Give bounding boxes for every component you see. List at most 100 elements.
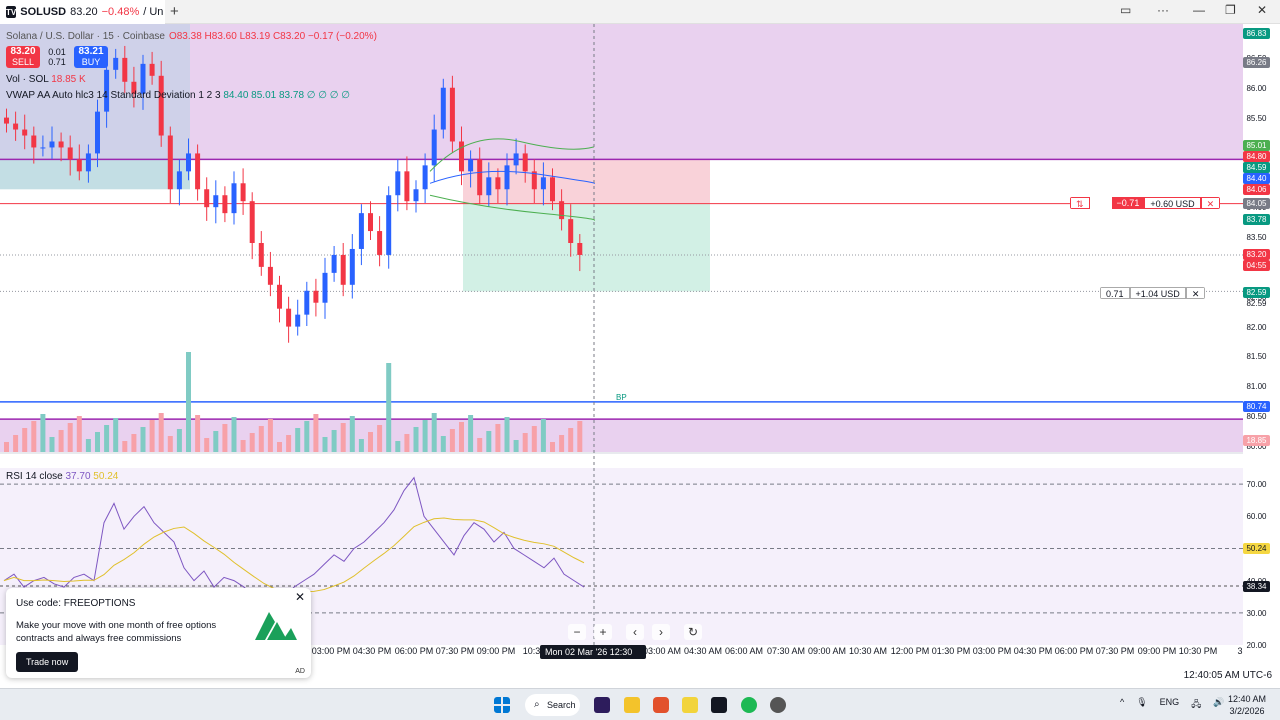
candle-body	[468, 159, 474, 172]
reverse-position-icon[interactable]: ⇅	[1070, 197, 1090, 209]
sell-price: 83.20	[10, 46, 36, 57]
zoom-in-icon[interactable]: +	[594, 624, 612, 640]
position-target-box	[463, 203, 710, 292]
volume-bar	[213, 431, 219, 452]
candle-body	[231, 183, 237, 214]
taskbar-search[interactable]: ⌕ Search	[525, 694, 580, 716]
price-tag: 18.85 K	[1243, 435, 1270, 456]
volume-bar	[131, 434, 137, 452]
price-tick-label: 81.00	[1246, 382, 1267, 392]
cursor-time-label: Mon 02 Mar '26 12:30 AM	[540, 645, 646, 671]
volume-bar	[550, 442, 555, 452]
file-explorer-icon[interactable]	[624, 697, 640, 713]
rsi-tick-label: 60.00	[1246, 512, 1267, 522]
short-qty: −0.71	[1111, 197, 1145, 209]
timezone-label[interactable]: 12:40:05 AM UTC-6	[1183, 670, 1272, 681]
time-tick-label: 03:00 AM	[642, 646, 682, 656]
zoom-out-icon[interactable]: −	[568, 624, 586, 640]
candle-body	[495, 177, 501, 190]
sell-button[interactable]: 83.20 SELL	[6, 46, 40, 68]
chart-pane[interactable]: BP	[0, 24, 1280, 664]
trade-now-button[interactable]: Trade now	[16, 652, 79, 672]
tab-rest: / Un	[143, 6, 164, 18]
vwap-legend[interactable]: VWAP AA Auto hlc3 14 Standard Deviation …	[6, 90, 350, 101]
reset-chart-icon[interactable]: ↻	[684, 624, 702, 640]
taskbar-clock[interactable]: 12:40 AM 3/2/2026	[1228, 693, 1266, 717]
price-tag: 84.59	[1243, 162, 1270, 173]
rsi-legend[interactable]: RSI 14 close 37.70 50.24	[6, 471, 118, 482]
candle-body	[386, 195, 392, 255]
volume-bar	[559, 435, 565, 452]
price-tag: 86.26	[1243, 57, 1270, 68]
price-tag: 82.59	[1243, 287, 1270, 298]
long-order-tag[interactable]: 0.71 +1.04 USD ✕	[1100, 287, 1206, 299]
time-tick-label: 06:00 AM	[724, 646, 764, 656]
time-tick-label: 09:00 PM	[1137, 646, 1177, 656]
cancel-order-icon[interactable]: ✕	[1185, 287, 1206, 299]
volume-bar	[477, 438, 483, 452]
sell-label: SELL	[11, 57, 35, 67]
spread-display: 0.01 0.71	[44, 47, 70, 67]
volume-bar	[222, 424, 228, 452]
candle-body	[213, 195, 219, 208]
tradingview-app-icon[interactable]	[711, 697, 727, 713]
price-chart-canvas[interactable]: BP	[0, 24, 1280, 664]
rsi-value: 37.70	[65, 471, 91, 482]
upper-band-shading	[0, 24, 1243, 160]
sticky-notes-icon[interactable]	[682, 697, 698, 713]
brave-browser-icon[interactable]	[653, 697, 669, 713]
rsi-tag: 50.24	[1243, 542, 1270, 554]
candle-body	[286, 308, 292, 327]
tray-overflow-icon[interactable]: ^	[1120, 697, 1125, 707]
network-icon[interactable]: 🖧	[1191, 699, 1202, 709]
close-window-icon[interactable]: ✕	[1257, 3, 1268, 17]
candle-body	[504, 165, 510, 190]
more-options-icon[interactable]: ···	[1157, 3, 1169, 17]
volume-bar	[13, 435, 19, 452]
volume-bar	[267, 419, 273, 452]
candle-body	[158, 75, 164, 136]
new-tab-icon[interactable]: +	[170, 3, 179, 20]
spotify-icon[interactable]	[741, 697, 757, 713]
buy-price: 83.21	[78, 46, 104, 57]
volume-bar	[413, 427, 419, 452]
volume-label: Vol · SOL	[6, 74, 49, 85]
price-tag: 86.83	[1243, 28, 1270, 39]
minimize-icon[interactable]: —	[1193, 3, 1205, 17]
volume-bar	[386, 363, 392, 452]
rsi-tick-label: 20.00	[1246, 641, 1267, 650]
scroll-right-icon[interactable]: ›	[652, 624, 670, 640]
layout-icon[interactable]: ▭	[1120, 3, 1132, 17]
rsi-tick-label: 30.00	[1246, 608, 1267, 618]
close-ad-icon[interactable]: ✕	[294, 590, 305, 604]
chrome-icon[interactable]	[770, 697, 786, 713]
scroll-left-icon[interactable]: ‹	[626, 624, 644, 640]
candle-body	[4, 117, 9, 124]
volume-bar	[504, 417, 510, 452]
volume-bar	[76, 416, 82, 452]
volume-bar	[4, 442, 9, 452]
buy-button[interactable]: 83.21 BUY	[74, 46, 108, 68]
volume-legend[interactable]: Vol · SOL 18.85 K	[6, 74, 86, 85]
after-effects-icon[interactable]	[594, 697, 610, 713]
rsi-tick-label: 70.00	[1246, 480, 1267, 490]
close-position-icon[interactable]: ✕	[1200, 197, 1221, 209]
microphone-icon[interactable]: 🎙	[1136, 697, 1148, 707]
volume-bar	[186, 352, 191, 452]
symbol-title[interactable]: Solana / U.S. Dollar · 15 · Coinbase	[6, 30, 165, 42]
browser-tab[interactable]: TV SOLUSD 83.20 −0.48% / Un ✕	[0, 0, 165, 24]
candle-body	[313, 290, 319, 303]
volume-icon[interactable]: 🔊	[1213, 697, 1225, 707]
short-position-tag[interactable]: ⇅ −0.71 +0.60 USD ✕	[1070, 197, 1221, 209]
maximize-icon[interactable]: ❐	[1225, 3, 1236, 17]
time-axis[interactable]: 03:00 PM 04:30 PM 06:00 PM 07:30 PM 09:00 PM…	[0, 646, 1245, 660]
candle-body	[267, 266, 273, 285]
language-indicator[interactable]: ENG	[1159, 697, 1180, 707]
volume-bar	[40, 414, 46, 452]
volume-bar	[322, 437, 328, 452]
windows-start-icon[interactable]	[494, 697, 510, 713]
price-tick-label: 86.00	[1246, 83, 1267, 93]
spread-value: 0.71	[48, 57, 66, 67]
volume-bar	[295, 428, 301, 452]
volume-bar	[577, 421, 583, 452]
